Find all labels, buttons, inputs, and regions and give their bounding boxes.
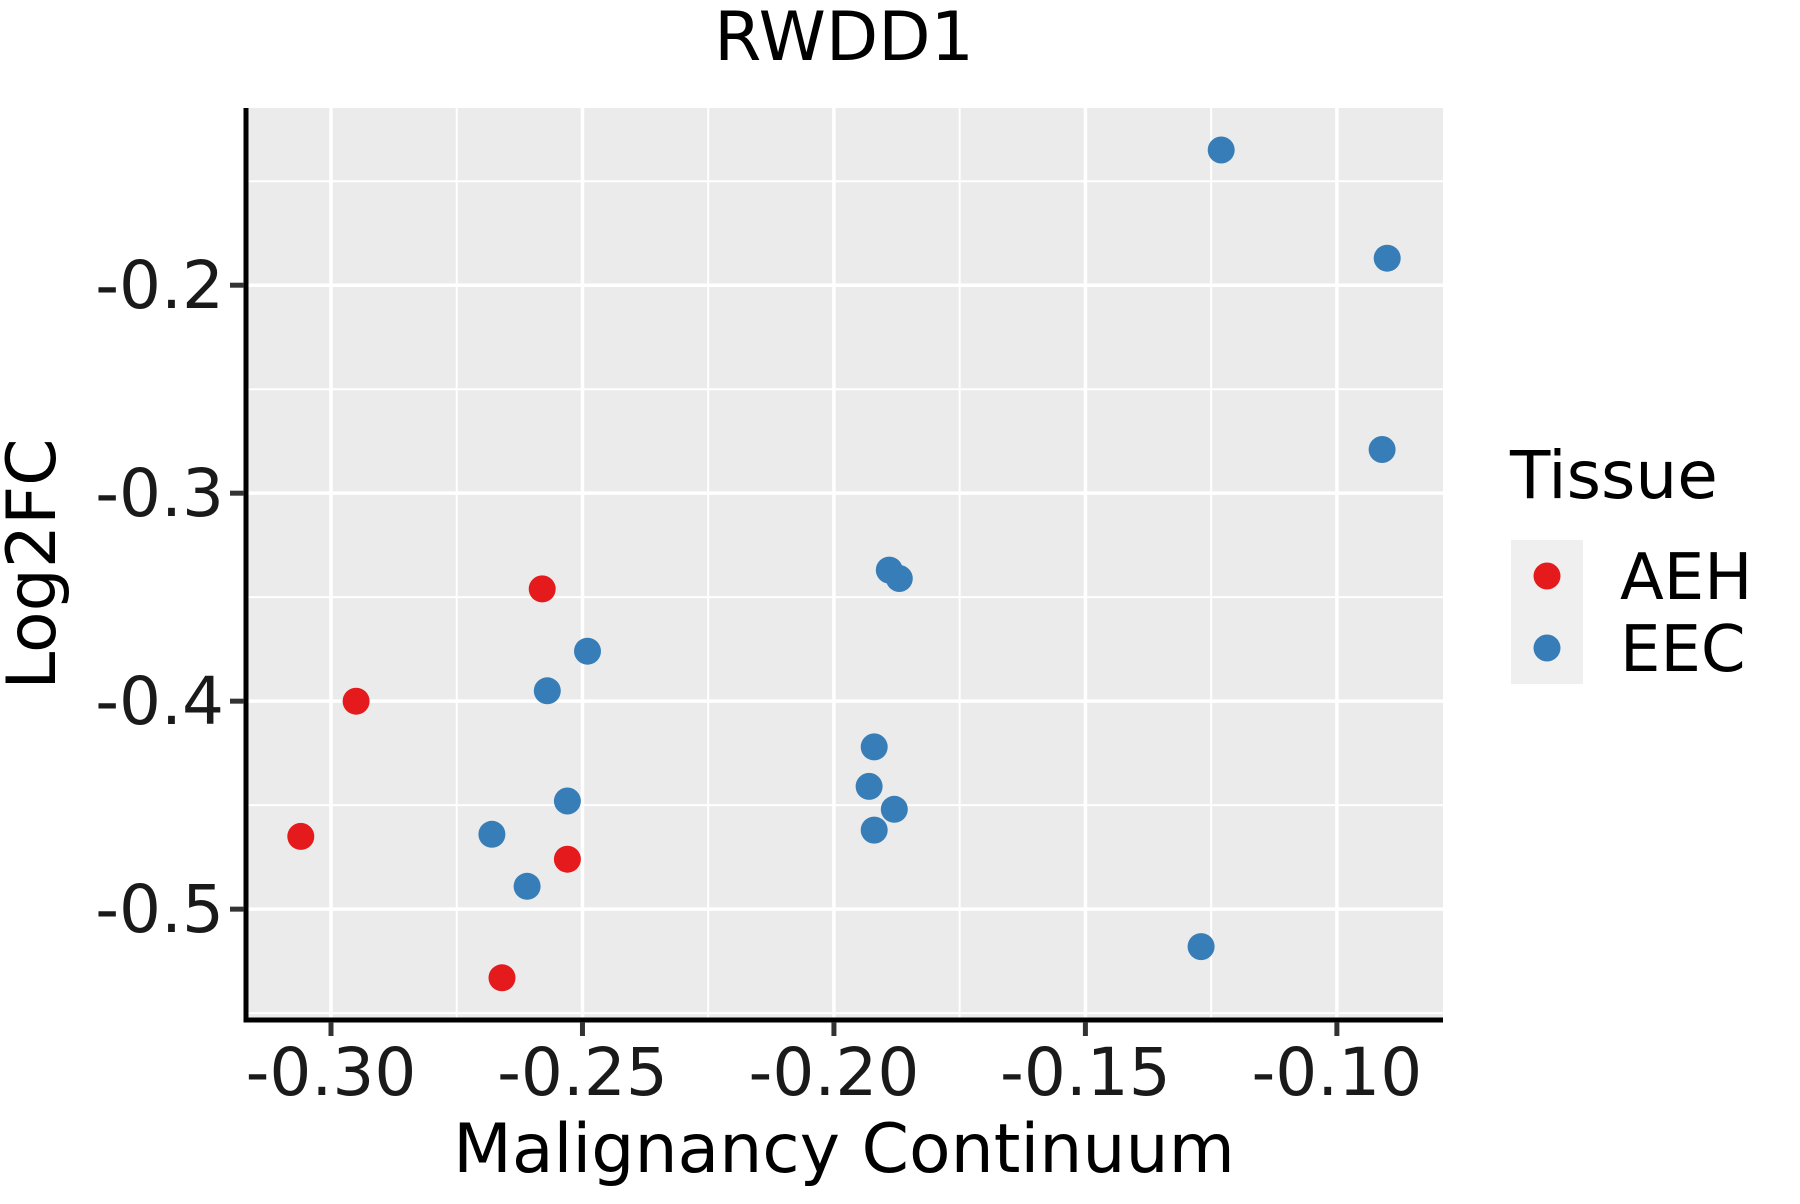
legend: Tissue AEH EEC — [1509, 437, 1752, 687]
axis-lines — [243, 108, 1443, 1023]
y-tick-label: -0.3 — [95, 455, 224, 532]
data-point-eec — [1187, 933, 1215, 961]
legend-label-aeh: AEH — [1620, 541, 1752, 615]
data-point-aeh — [342, 687, 370, 715]
data-points — [287, 136, 1401, 992]
data-point-eec — [1368, 436, 1396, 463]
data-point-aeh — [553, 845, 581, 873]
legend-title: Tissue — [1509, 437, 1718, 514]
x-tick-label: -0.15 — [1000, 1034, 1171, 1111]
y-axis-label: Log2FC — [0, 438, 72, 689]
x-tick-label: -0.10 — [1251, 1034, 1422, 1111]
plot-panel — [246, 108, 1443, 1020]
data-point-eec — [885, 565, 913, 592]
tick-marks — [230, 282, 1340, 1036]
data-point-aeh — [488, 964, 516, 992]
data-point-eec — [553, 787, 581, 815]
y-tick-label: -0.4 — [95, 663, 224, 740]
legend-dot-aeh — [1533, 562, 1561, 590]
data-point-eec — [1373, 244, 1401, 272]
x-axis-label: Malignancy Continuum — [453, 1110, 1235, 1189]
data-point-eec — [513, 872, 541, 900]
x-tick-label: -0.30 — [246, 1034, 417, 1111]
y-tick-labels: -0.2 -0.3 -0.4 -0.5 — [95, 247, 224, 948]
minor-gridlines — [246, 108, 1443, 1020]
data-point-eec — [855, 772, 883, 800]
y-tick-label: -0.5 — [95, 871, 224, 948]
data-point-eec — [478, 820, 506, 848]
x-tick-labels: -0.30 -0.25 -0.20 -0.15 -0.10 — [246, 1034, 1423, 1111]
data-point-aeh — [528, 575, 556, 603]
legend-label-eec: EEC — [1620, 613, 1746, 687]
data-point-eec — [533, 677, 561, 705]
data-point-eec — [1207, 136, 1235, 164]
data-point-eec — [860, 816, 888, 844]
data-point-eec — [860, 733, 888, 761]
x-tick-label: -0.25 — [497, 1034, 668, 1111]
chart-title: RWDD1 — [714, 0, 974, 77]
data-point-eec — [574, 637, 601, 665]
major-gridlines — [246, 108, 1443, 1020]
legend-dot-eec — [1533, 634, 1561, 662]
y-tick-label: -0.2 — [95, 247, 224, 324]
x-tick-label: -0.20 — [749, 1034, 920, 1111]
data-point-aeh — [287, 822, 315, 850]
data-point-eec — [880, 795, 908, 823]
